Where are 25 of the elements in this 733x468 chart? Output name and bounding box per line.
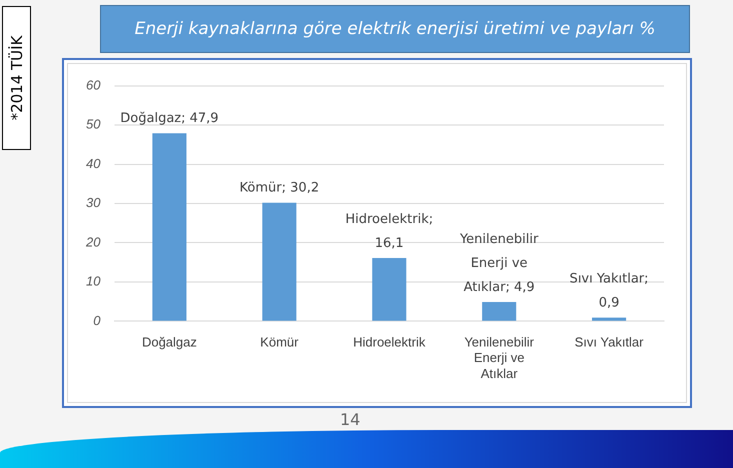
- data-label: Kömür; 30,2: [240, 180, 320, 196]
- x-tick-label: Kömür: [260, 334, 300, 350]
- text: *2014 TÜİK: [8, 36, 26, 120]
- y-tick-label: 20: [84, 234, 102, 250]
- chart-title: Enerji kaynaklarına göre elektrik enerjisi üretimi ve payları %: [100, 5, 690, 53]
- data-label: Sıvı Yakıtlar; 0,9: [570, 272, 649, 311]
- x-tick-label: Hidroelektrik: [353, 334, 426, 350]
- x-tick-label: Doğalgaz: [142, 334, 197, 350]
- bar: [152, 133, 186, 321]
- y-tick-label: 10: [86, 274, 102, 289]
- x-tick-label: Sıvı Yakıtlar: [574, 334, 644, 350]
- data-label: Doğalgaz; 47,9: [120, 111, 219, 126]
- data-label: Yenilenebilir Enerji ve Atıklar; 4,9: [458, 232, 539, 295]
- x-tick-label: Yenilenebilir Enerji ve Atıklar: [464, 334, 535, 381]
- y-tick-label: 0: [93, 312, 102, 328]
- text: 14: [340, 410, 360, 429]
- y-tick-label: 30: [86, 195, 102, 210]
- y-tick-label: 40: [86, 156, 102, 171]
- bar: [592, 318, 626, 321]
- y-tick-label: 50: [86, 116, 102, 132]
- bar: [482, 302, 516, 321]
- data-label: Hidroelektrik; 16,1: [345, 212, 434, 251]
- y-tick-label: 60: [86, 77, 102, 92]
- bar: [262, 202, 296, 321]
- bar: [372, 258, 406, 321]
